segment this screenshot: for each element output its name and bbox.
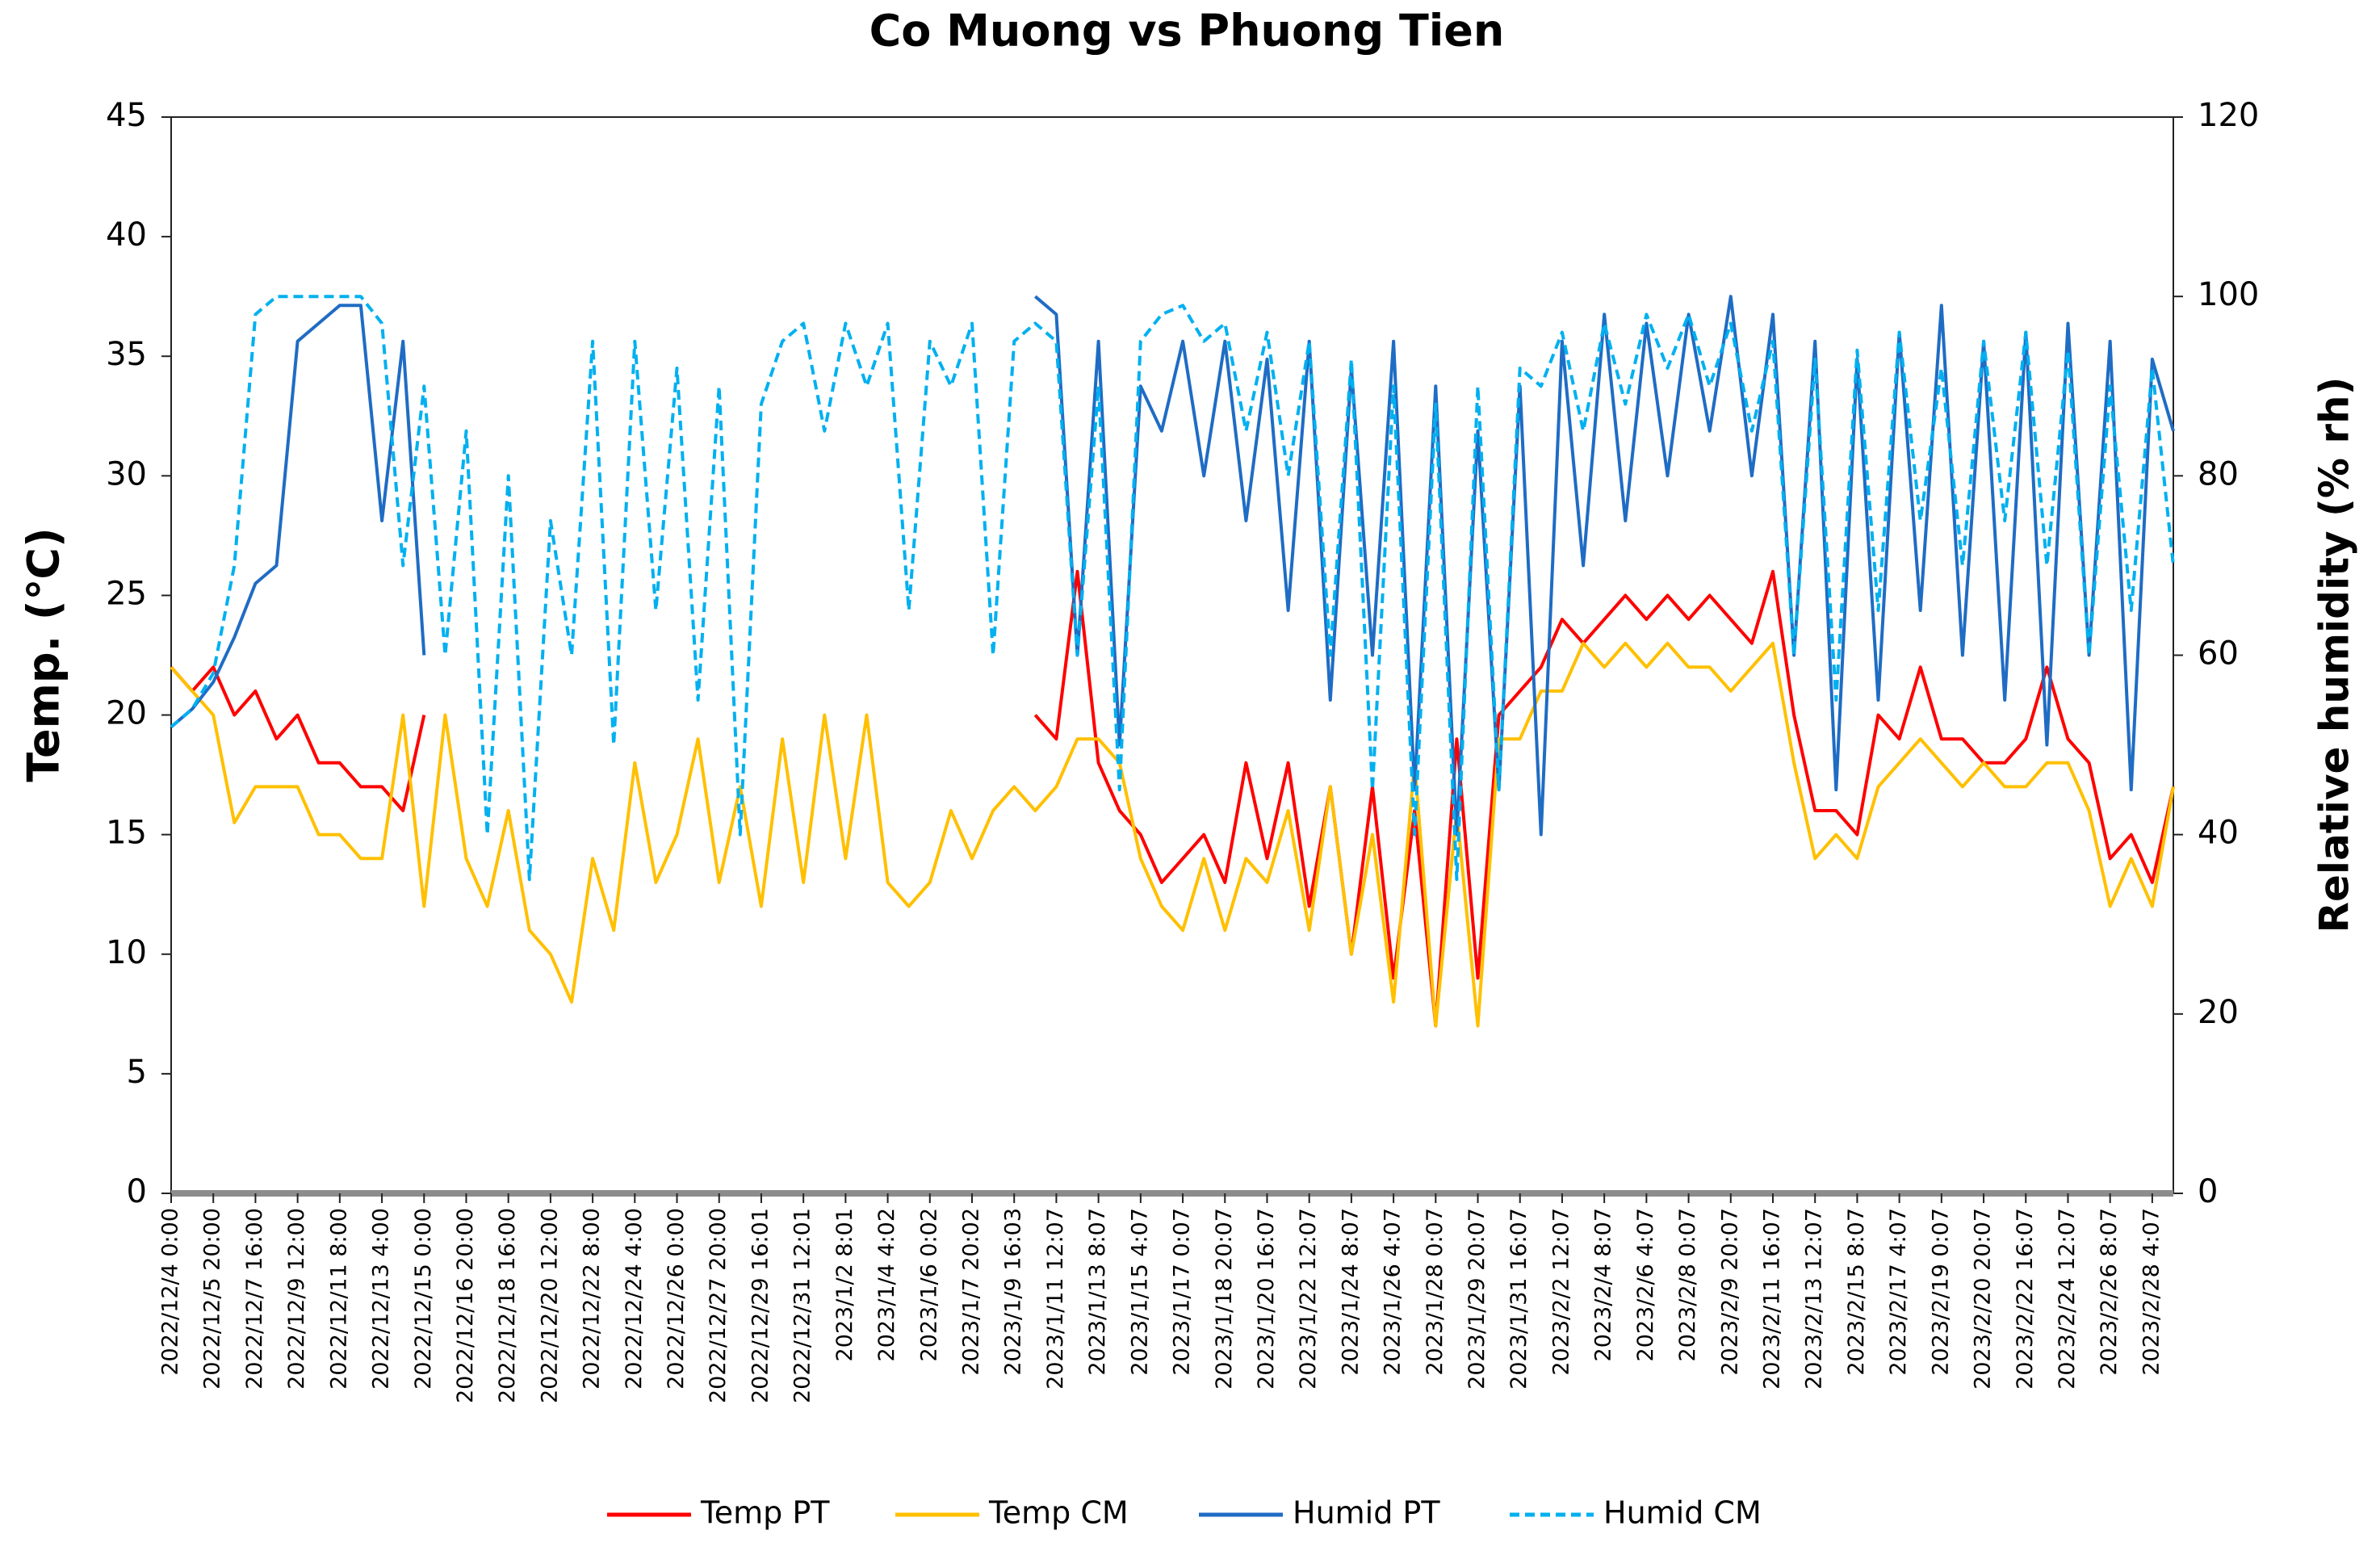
y2-tick-label: 60 — [2198, 635, 2239, 673]
legend-label: Humid PT — [1293, 1495, 1440, 1531]
x-tick-label: 2023/1/29 20:07 — [1464, 1208, 1490, 1390]
x-tick-label: 2022/12/16 20:00 — [453, 1208, 478, 1403]
y2-tick-label: 40 — [2198, 815, 2239, 852]
x-tick-label: 2023/2/20 20:07 — [1971, 1208, 1996, 1390]
x-tick-label: 2023/1/11 12:07 — [1043, 1208, 1068, 1390]
series-line — [1034, 295, 2175, 836]
legend-label: Temp CM — [988, 1495, 1129, 1531]
x-tick-label: 2023/2/13 12:07 — [1802, 1208, 1827, 1390]
x-tick-label: 2023/1/13 8:07 — [1085, 1208, 1110, 1376]
x-tick-label: 2022/12/13 4:00 — [369, 1208, 394, 1390]
x-tick-label: 2022/12/27 20:00 — [706, 1208, 731, 1403]
y-tick-label: 0 — [127, 1173, 147, 1210]
x-tick-label: 2022/12/11 8:00 — [326, 1208, 351, 1390]
x-tick-label: 2022/12/9 12:00 — [284, 1208, 309, 1390]
y2-tick-label: 100 — [2198, 276, 2259, 313]
x-tick-label: 2023/1/7 20:02 — [959, 1208, 984, 1376]
x-tick-label: 2023/2/4 8:07 — [1591, 1208, 1616, 1361]
x-tick-label: 2023/1/24 8:07 — [1338, 1208, 1363, 1376]
series-line — [170, 295, 2175, 882]
legend-label: Humid CM — [1603, 1495, 1762, 1531]
series-line — [170, 304, 426, 728]
y2-tick-label: 20 — [2198, 994, 2239, 1031]
x-tick-label: 2023/2/8 0:07 — [1675, 1208, 1700, 1361]
x-tick-label: 2023/1/2 8:01 — [832, 1208, 857, 1361]
x-tick-label: 2023/1/26 4:07 — [1381, 1208, 1406, 1376]
y2-axis-title: Relative humidity (% rh) — [2311, 377, 2358, 933]
x-tick-label: 2023/1/9 16:03 — [1001, 1208, 1026, 1376]
x-tick-label: 2022/12/5 20:00 — [200, 1208, 225, 1390]
y-tick-label: 25 — [106, 575, 147, 612]
x-tick-label: 2022/12/26 0:00 — [664, 1208, 689, 1390]
series-line — [170, 665, 426, 812]
x-tick-label: 2023/1/20 16:07 — [1254, 1208, 1279, 1390]
y-tick-label: 5 — [127, 1054, 147, 1091]
y-tick-label: 10 — [106, 934, 147, 971]
x-tick-label: 2022/12/15 0:00 — [411, 1208, 436, 1390]
x-tick-label: 2023/2/24 12:07 — [2055, 1208, 2080, 1390]
x-axis — [171, 1190, 2173, 1197]
x-tick-label: 2023/1/22 12:07 — [1296, 1208, 1321, 1390]
x-tick-label: 2023/2/19 0:07 — [1928, 1208, 1953, 1376]
x-tick-label: 2023/1/18 20:07 — [1212, 1208, 1237, 1390]
y-axis-title: Temp. (℃) — [19, 527, 69, 782]
x-tick-label: 2023/1/4 4:02 — [874, 1208, 899, 1361]
series-line — [170, 641, 2175, 1028]
x-tick-label: 2022/12/18 16:00 — [495, 1208, 520, 1403]
x-tick-label: 2023/2/11 16:07 — [1760, 1208, 1785, 1390]
y-tick-label: 35 — [106, 336, 147, 373]
legend-label: Temp PT — [700, 1495, 830, 1531]
x-tick-label: 2022/12/4 0:00 — [158, 1208, 183, 1376]
y2-tick-label: 120 — [2198, 97, 2259, 134]
x-tick-label: 2023/1/15 4:07 — [1127, 1208, 1152, 1376]
x-tick-label: 2023/2/15 8:07 — [1844, 1208, 1869, 1376]
x-tick-label: 2023/2/6 4:07 — [1633, 1208, 1658, 1361]
x-tick-label: 2023/1/6 0:02 — [916, 1208, 941, 1361]
x-tick-label: 2022/12/22 8:00 — [580, 1208, 605, 1390]
y-tick-label: 45 — [106, 97, 147, 134]
x-tick-label: 2023/2/26 8:07 — [2097, 1208, 2122, 1376]
y2-tick-label: 80 — [2198, 455, 2239, 493]
x-tick-label: 2023/2/17 4:07 — [1886, 1208, 1911, 1376]
x-tick-label: 2023/2/22 16:07 — [2013, 1208, 2038, 1390]
x-tick-label: 2023/2/9 20:07 — [1717, 1208, 1742, 1376]
x-tick-label: 2022/12/20 12:00 — [537, 1208, 562, 1403]
x-tick-label: 2022/12/29 16:01 — [748, 1208, 773, 1403]
x-tick-label: 2023/1/17 0:07 — [1170, 1208, 1195, 1376]
x-tick-label: 2023/2/28 4:07 — [2139, 1208, 2164, 1376]
y-tick-label: 20 — [106, 695, 147, 732]
y-tick-label: 40 — [106, 216, 147, 254]
x-tick-label: 2023/1/31 16:07 — [1506, 1208, 1531, 1390]
x-tick-label: 2022/12/31 12:01 — [790, 1208, 815, 1403]
plot-frame — [170, 116, 2174, 1194]
y2-tick-label: 0 — [2198, 1173, 2218, 1210]
x-tick-label: 2023/1/28 0:07 — [1423, 1208, 1448, 1376]
y-tick-label: 30 — [106, 455, 147, 493]
x-tick-label: 2022/12/24 4:00 — [622, 1208, 647, 1390]
x-tick-label: 2022/12/7 16:00 — [242, 1208, 267, 1390]
chart-title: Co Muong vs Phuong Tien — [869, 6, 1505, 57]
x-tick-label: 2023/2/2 12:07 — [1548, 1208, 1573, 1376]
y-tick-label: 15 — [106, 815, 147, 852]
